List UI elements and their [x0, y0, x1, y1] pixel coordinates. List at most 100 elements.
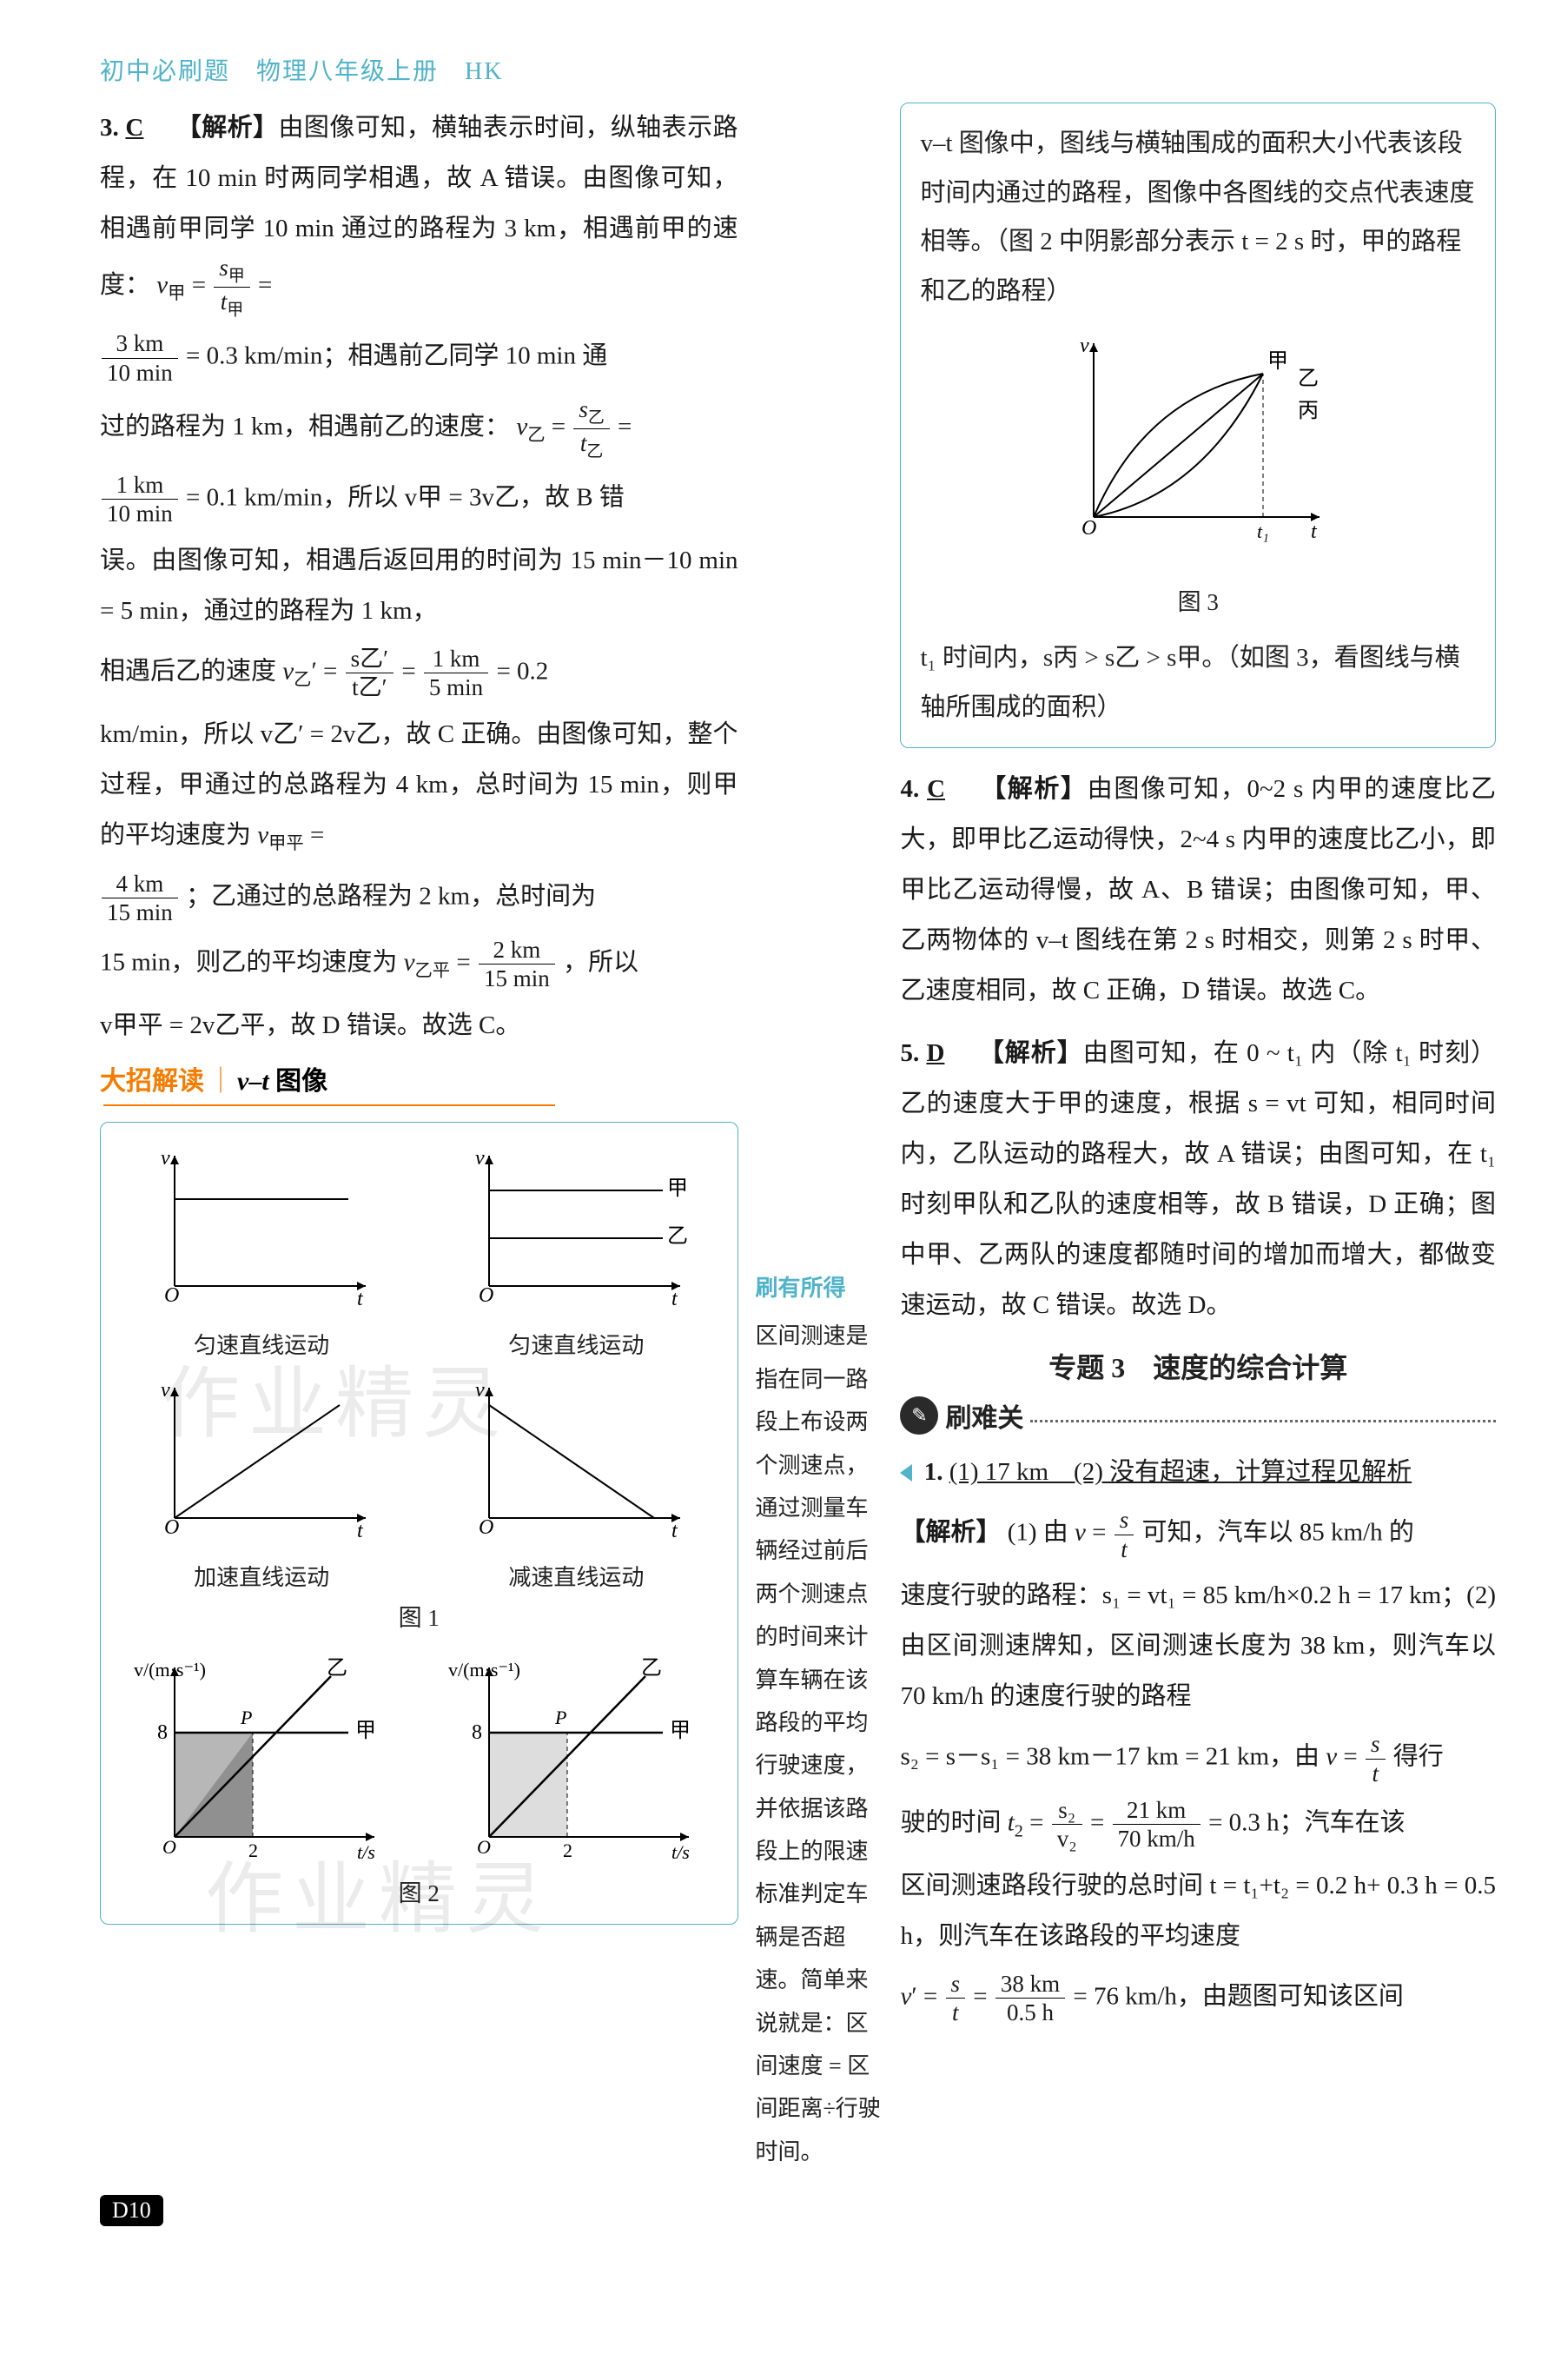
q3-text5-span: km/min，所以 v乙′ = 2v乙，故 C 正确。由图像可知，整个过程，甲通…: [100, 720, 738, 849]
q1-p1a: (1) 由: [1008, 1519, 1075, 1547]
q3-eq4-den: 10 min: [102, 500, 178, 527]
q3-line5: 相遇后乙的速度 v乙′ = s乙′t乙′ = 1 km5 min = 0.2: [100, 645, 738, 702]
page-header: 初中必刷题 物理八年级上册 HK: [100, 52, 1496, 87]
q1-ans: (1) 17 km (2) 没有超速，计算过程见解析: [949, 1458, 1412, 1486]
q5-ans: D: [926, 1039, 944, 1067]
q3-eq1-densub: 甲: [227, 301, 243, 319]
q3-eq6-num: 4 km: [102, 870, 178, 898]
q3-eq4-num: 1 km: [102, 471, 178, 500]
svg-text:v: v: [475, 1379, 485, 1402]
svg-text:甲: 甲: [1267, 350, 1288, 373]
graph-2a: P 8 乙 甲 v/(m·s⁻¹) t/s 2 O: [131, 1650, 392, 1867]
q1-s2-lhs: s₂ = s－s₁ = 38 km－17 km = 21 km，由: [900, 1743, 1326, 1771]
q4-ans: C: [927, 775, 945, 803]
svg-text:2: 2: [248, 1840, 258, 1861]
side-note-title: 刷有所得: [756, 1267, 883, 1309]
svg-text:t: t: [671, 1288, 678, 1310]
graph-1a: v t O: [140, 1138, 383, 1312]
svg-text:乙: 乙: [641, 1657, 662, 1680]
q1-p2: 速度行驶的路程：s₁ = vt₁ = 85 km/h×0.2 h = 17 km…: [900, 1570, 1496, 1721]
note-p2: t₁ 时间内，s丙 > s乙 > s甲。（如图 3，看图线与横轴所围成的面积）: [920, 633, 1476, 732]
q1-eqv-num: s: [1115, 1506, 1134, 1535]
fig1-caption: 图 1: [116, 1599, 722, 1633]
question-1: 1. (1) 17 km (2) 没有超速，计算过程见解析: [900, 1447, 1496, 1497]
q3-eq3-lhssub: 乙: [527, 426, 545, 445]
q3-eq3-lhs: v: [516, 413, 527, 441]
q1-num: 1.: [924, 1458, 943, 1486]
q3-eq1-lhs: v: [156, 271, 168, 299]
brush-label: 刷难关: [945, 1396, 1023, 1435]
question-4: 4. C 【解析】由图像可知，0~2 s 内甲的速度比乙大，即甲比乙运动得快，2…: [900, 764, 1496, 1016]
svg-text:丙: 丙: [1298, 400, 1319, 422]
svg-text:O: O: [479, 1284, 493, 1307]
svg-text:乙: 乙: [667, 1225, 688, 1248]
fig2b-xlabel: t/s: [671, 1841, 690, 1863]
q3-eq5-num: s乙′: [346, 645, 394, 673]
svg-text:v: v: [1080, 335, 1089, 357]
dazhao-title: 大招解读 ｜ v–t 图像: [100, 1059, 738, 1113]
svg-text:8: 8: [157, 1721, 168, 1744]
question-3: 3. C 【解析】由图像可知，横轴表示时间，纵轴表示路程，在 10 min 时两…: [100, 103, 738, 321]
q3-eq3-densub: 乙: [586, 442, 603, 461]
q4-tag: 【解析】: [981, 775, 1088, 803]
q5-tag: 【解析】: [979, 1039, 1083, 1067]
graph-1c: v t O: [140, 1370, 383, 1544]
q3-eq2-den: 10 min: [102, 359, 178, 387]
q3-line2: 3 km10 min = 0.3 km/min；相遇前乙同学 10 min 通: [100, 329, 738, 387]
q1-t2-n2: 21 km: [1113, 1796, 1201, 1825]
q3-line7: 15 min，则乙的平均速度为 v乙平 = 2 km15 min ，所以: [100, 936, 738, 993]
q3-eq7-den: 15 min: [479, 965, 555, 992]
svg-text:t: t: [357, 1520, 364, 1542]
side-note-text: 区间测速是指在同一路段上布设两个测速点，通过测量车辆经过前后两个测速点的时间来计…: [756, 1315, 883, 2173]
q3-answer: C: [125, 114, 143, 142]
svg-text:O: O: [479, 1516, 493, 1539]
graph-1d: v t O: [454, 1370, 698, 1544]
svg-text:P: P: [554, 1707, 566, 1728]
q1-eqv-den: t: [1115, 1535, 1134, 1563]
note-p1: v–t 图像中，图线与横轴围成的面积大小代表该段时间内通过的路程，图像中各图线的…: [920, 119, 1476, 315]
q3-eq5-den: t乙′: [346, 673, 394, 701]
q3-eq3-num: s: [579, 396, 588, 422]
svg-text:O: O: [164, 1516, 179, 1539]
q3-line6: 4 km15 min ；乙通过的总路程为 2 km，总时间为: [100, 870, 738, 927]
q1-vp-n1: s: [946, 1970, 966, 1999]
q3-text2: 过的路程为 1 km，相遇前乙的速度：: [100, 413, 510, 441]
fig1-cap-a: 匀速直线运动: [194, 1328, 329, 1360]
q3-eq5-eqden: 5 min: [424, 673, 488, 701]
svg-text:甲: 甲: [670, 1720, 691, 1742]
q1-t2-n1: s₂: [1052, 1796, 1082, 1825]
svg-text:v: v: [475, 1147, 485, 1170]
q3-eq4-res: = 0.1 km/min，所以 v甲 = 3v乙，故 B 错: [186, 484, 625, 512]
svg-text:甲: 甲: [667, 1177, 688, 1200]
svg-text:2: 2: [563, 1840, 572, 1861]
fig2a-ylabel: v/(m·s⁻¹): [134, 1659, 206, 1681]
svg-text:甲: 甲: [355, 1720, 376, 1742]
q4-num: 4.: [900, 775, 919, 803]
figure-1-box: 作业精灵 v t O: [100, 1122, 738, 1925]
q1-t2-d1: v₂: [1052, 1825, 1082, 1853]
q3-text5: km/min，所以 v乙′ = 2v乙，故 C 正确。由图像可知，整个过程，甲通…: [100, 709, 738, 861]
q1-t2-d2: 70 km/h: [1113, 1825, 1201, 1853]
q3-text4a: 相遇后乙的速度: [100, 657, 282, 685]
q1-s2-den: t: [1366, 1760, 1386, 1787]
q3-eq7-num: 2 km: [479, 936, 555, 965]
top-note-box: v–t 图像中，图线与横轴围成的面积大小代表该段时间内通过的路程，图像中各图线的…: [900, 103, 1496, 748]
q3-text3: 误。由图像可知，相遇后返回用的时间为 15 min－10 min = 5 min…: [100, 535, 738, 636]
svg-text:v: v: [161, 1147, 170, 1170]
fig3-caption: 图 3: [920, 580, 1476, 626]
figure-3: 甲 乙 丙 v t t₁ O: [1050, 326, 1346, 552]
fig2-caption: 图 2: [116, 1874, 722, 1908]
svg-text:O: O: [477, 1836, 491, 1858]
blue-triangle-icon: [900, 1464, 912, 1482]
q3-eq3-numsub: 乙: [588, 408, 605, 427]
q3-eq1-num: s: [219, 255, 228, 281]
svg-text:t: t: [671, 1520, 678, 1542]
q1-vp-res: = 76 km/h，由题图可知该区间: [1073, 1982, 1403, 2010]
q3-eq5-res: = 0.2: [496, 657, 548, 685]
svg-text:乙: 乙: [1298, 368, 1319, 390]
q1-exp: 【解析】 (1) 由 v = st 可知，汽车以 85 km/h 的: [900, 1506, 1496, 1563]
q1-p1b: 可知，汽车以 85 km/h 的: [1142, 1519, 1414, 1547]
q5-num: 5.: [900, 1039, 919, 1067]
graph-2b: P 8 乙 甲 v/(m·s⁻¹) t/s 2 O: [446, 1650, 706, 1867]
svg-text:t₁: t₁: [1257, 520, 1269, 542]
